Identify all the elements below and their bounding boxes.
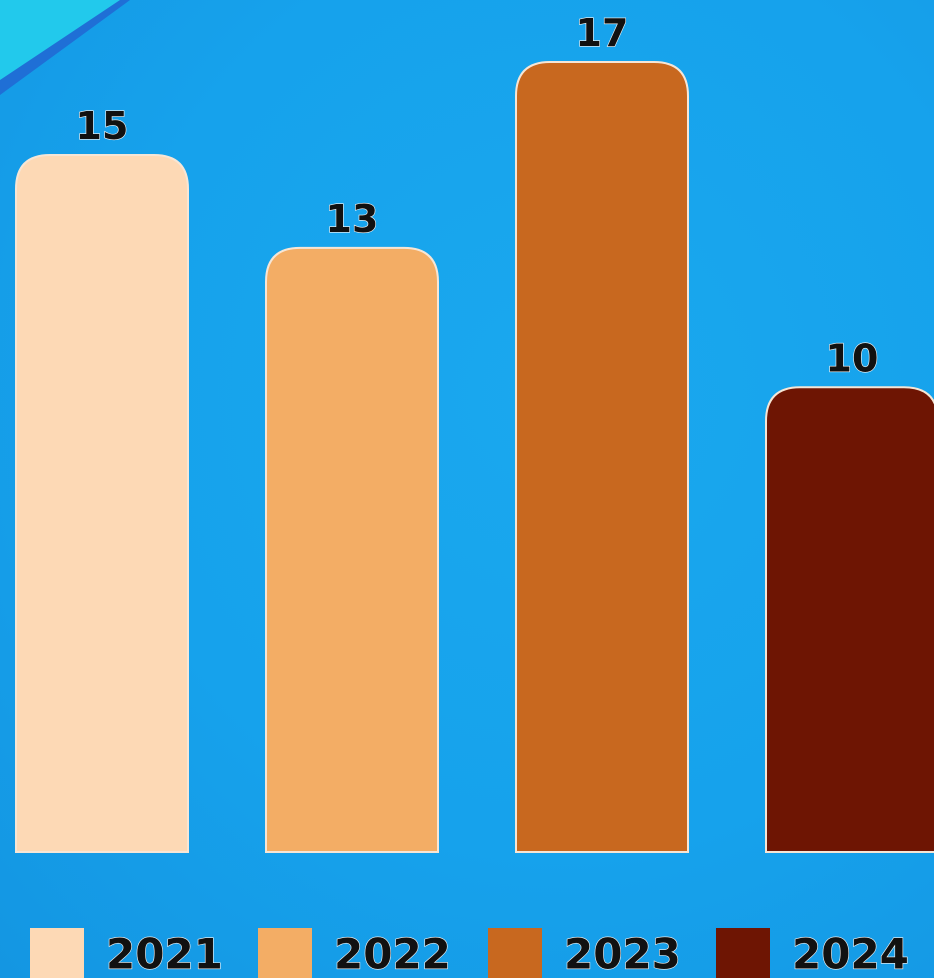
bar-2023 [515, 61, 689, 853]
legend-label-2023: 2023 [564, 930, 681, 978]
bar-2024 [765, 386, 934, 853]
bar-2021 [15, 153, 189, 853]
legend-item-2023: 2023 [488, 928, 682, 978]
legend-label-2024: 2024 [792, 930, 909, 978]
legend-label-2022: 2022 [334, 930, 451, 978]
bar-2022 [265, 246, 439, 853]
data-label-2024: 10 [826, 336, 879, 380]
legend-swatch-2021 [30, 928, 84, 978]
legend-label-2021: 2021 [106, 930, 223, 978]
data-label-2022: 13 [326, 197, 379, 241]
legend-item-2024: 2024 [716, 928, 910, 978]
legend-item-2022: 2022 [258, 928, 452, 978]
data-label-2023: 17 [576, 11, 629, 55]
legend-swatch-2022 [258, 928, 312, 978]
legend-swatch-2024 [716, 928, 770, 978]
data-label-2021: 15 [76, 104, 129, 148]
bars-group [15, 61, 934, 853]
legend-swatch-2023 [488, 928, 542, 978]
legend: 2021 2022 2023 2024 [30, 928, 910, 978]
legend-item-2021: 2021 [30, 928, 224, 978]
data-labels-group: 15 13 17 10 [75, 10, 879, 380]
